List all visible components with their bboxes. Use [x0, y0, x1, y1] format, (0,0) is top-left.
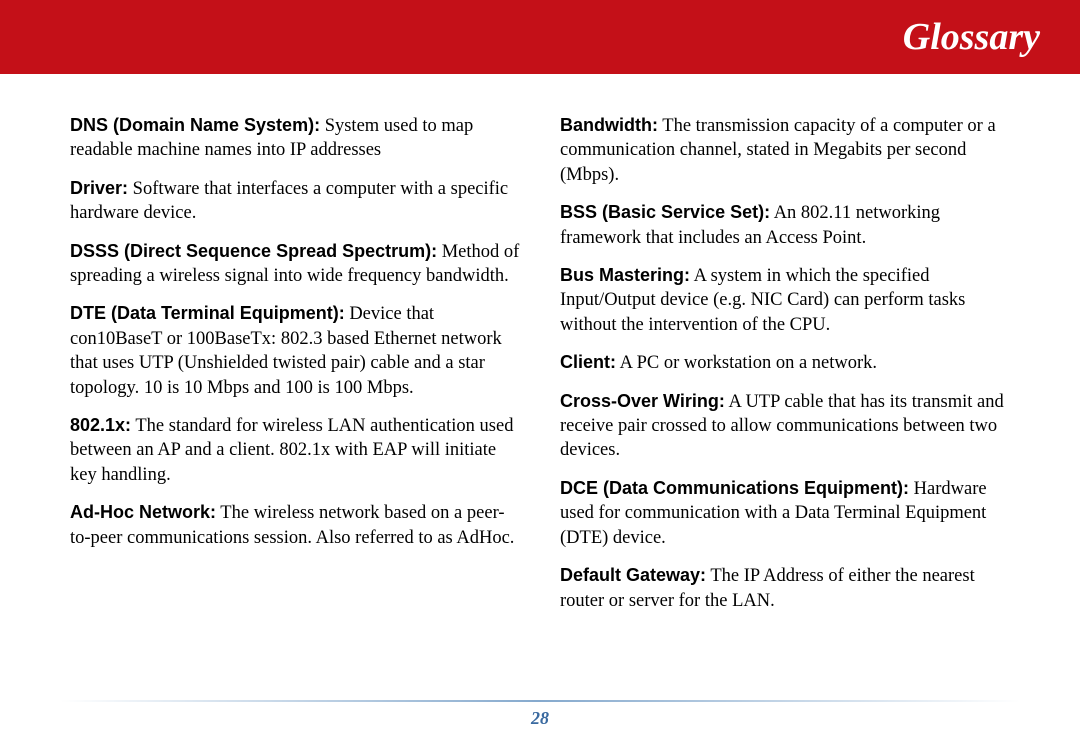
page-title: Glossary [903, 15, 1040, 59]
footer-divider [60, 700, 1020, 702]
term: Bandwidth: [560, 115, 658, 135]
term: DSSS (Direct Sequence Spread Spectrum): [70, 241, 437, 261]
term: DCE (Data Communications Equipment): [560, 478, 909, 498]
glossary-entry: Cross-Over Wiring: A UTP cable that has … [560, 390, 1010, 463]
definition: The standard for wireless LAN authentica… [70, 416, 513, 485]
glossary-entry: Bus Mastering: A system in which the spe… [560, 264, 1010, 337]
term: DTE (Data Terminal Equipment): [70, 303, 345, 323]
term: Ad-Hoc Network: [70, 502, 216, 522]
term: Bus Mastering: [560, 265, 690, 285]
definition: A PC or workstation on a network. [616, 353, 877, 373]
term: DNS (Domain Name System): [70, 115, 320, 135]
glossary-entry: Default Gateway: The IP Address of eithe… [560, 564, 1010, 613]
glossary-entry: DTE (Data Terminal Equipment): Device th… [70, 302, 520, 400]
definition: Software that interfaces a computer with… [70, 179, 508, 223]
glossary-entry: Driver: Software that interfaces a compu… [70, 177, 520, 226]
glossary-entry: BSS (Basic Service Set): An 802.11 netwo… [560, 201, 1010, 250]
glossary-entry: DNS (Domain Name System): System used to… [70, 114, 520, 163]
right-column: Bandwidth: The transmission capacity of … [560, 114, 1010, 613]
glossary-entry: Bandwidth: The transmission capacity of … [560, 114, 1010, 187]
term: Default Gateway: [560, 565, 706, 585]
page-number: 28 [0, 708, 1080, 729]
term: Client: [560, 352, 616, 372]
term: Driver: [70, 178, 128, 198]
term: Cross-Over Wiring: [560, 391, 725, 411]
glossary-entry: Ad-Hoc Network: The wireless network bas… [70, 501, 520, 550]
glossary-entry: 802.1x: The standard for wireless LAN au… [70, 414, 520, 487]
header-band: Glossary [0, 0, 1080, 74]
glossary-entry: Client: A PC or workstation on a network… [560, 351, 1010, 375]
glossary-entry: DSSS (Direct Sequence Spread Spectrum): … [70, 240, 520, 289]
left-column: DNS (Domain Name System): System used to… [70, 114, 520, 613]
term: 802.1x: [70, 415, 131, 435]
term: BSS (Basic Service Set): [560, 202, 770, 222]
content-area: DNS (Domain Name System): System used to… [0, 74, 1080, 613]
footer: 28 [0, 700, 1080, 729]
glossary-entry: DCE (Data Communications Equipment): Har… [560, 477, 1010, 550]
